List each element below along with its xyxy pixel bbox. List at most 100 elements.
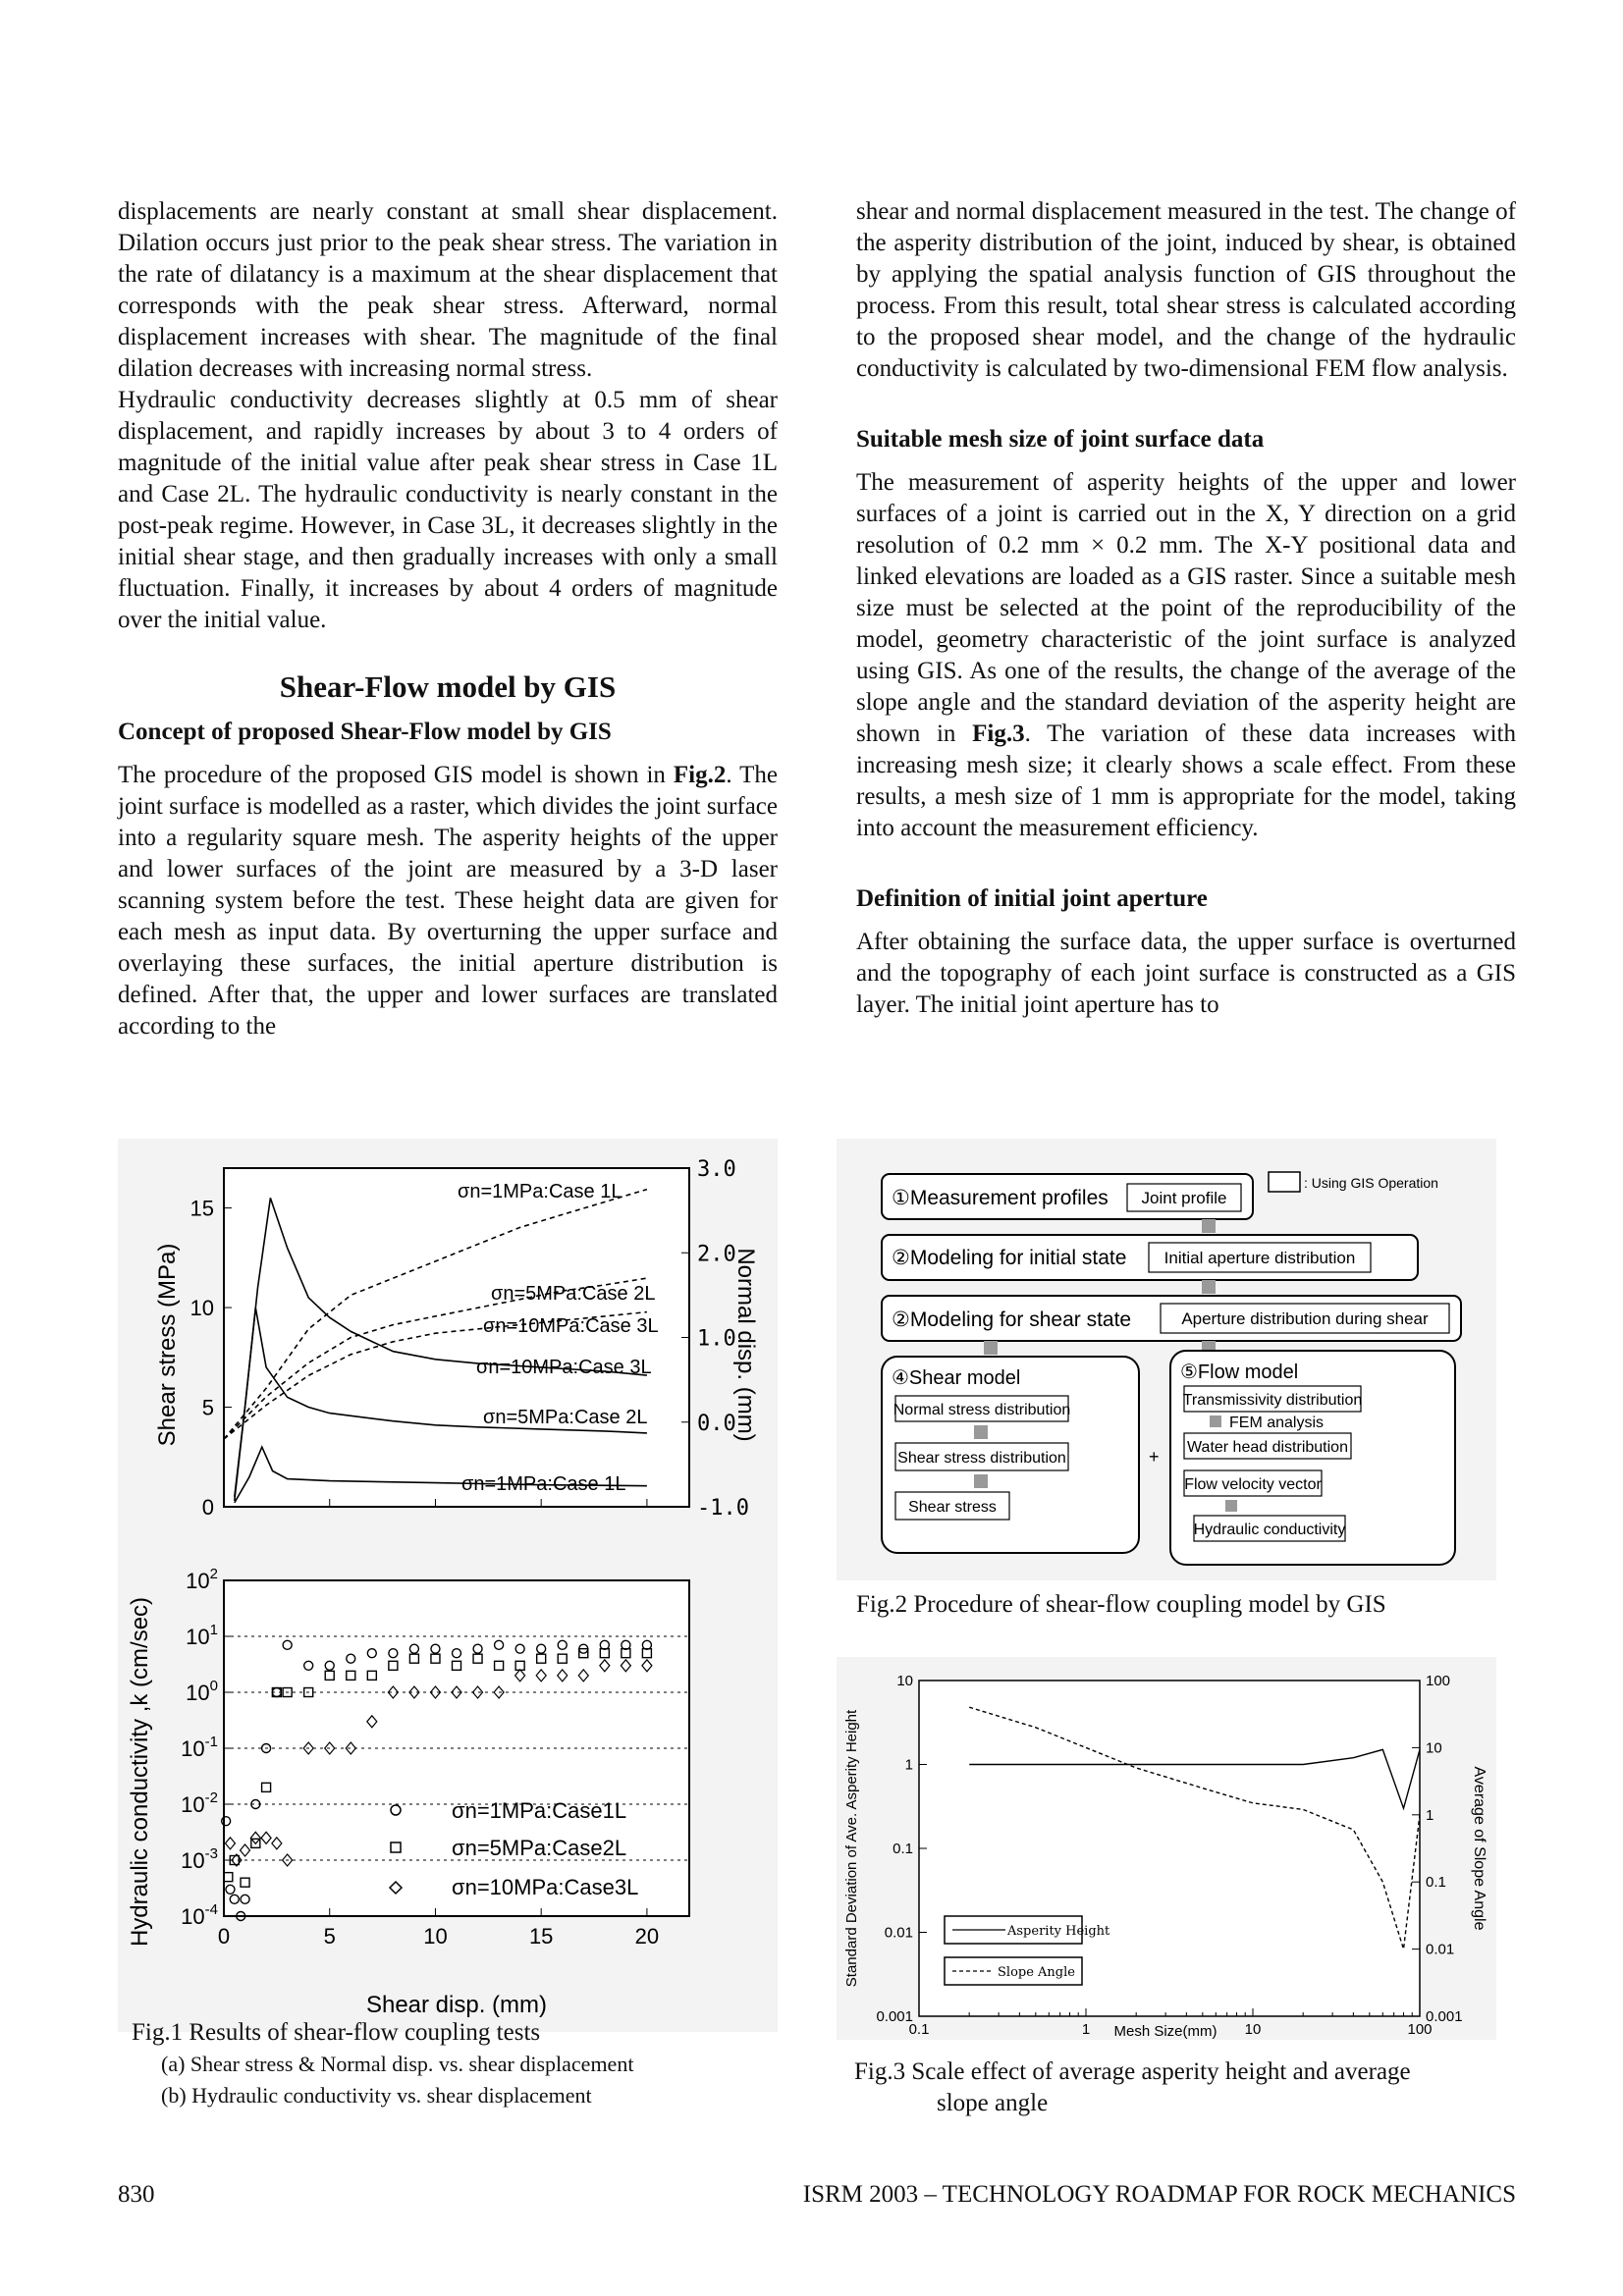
figure-1-caption: Fig.1 Results of shear-flow coupling tes…	[132, 2019, 541, 2046]
x-tick-label: 10	[1245, 2021, 1262, 2038]
data-point-square	[621, 1647, 631, 1659]
data-point-circle	[229, 1894, 240, 1905]
y-tick-label: 0.001	[876, 2008, 913, 2025]
y-tick-label: 10-2	[181, 1789, 218, 1817]
flow-model-title: ⑤Flow model	[1180, 1362, 1298, 1383]
plus-sign: +	[1149, 1447, 1160, 1467]
legend-label: σn=1MPa:Case1L	[452, 1798, 626, 1823]
data-point-diamond	[493, 1685, 505, 1699]
series-line	[223, 1188, 648, 1440]
legend-box	[1268, 1171, 1301, 1193]
legend-label: σn=5MPa:Case2L	[452, 1836, 626, 1860]
x-tick-label: 1	[1082, 2021, 1090, 2038]
figure-1-subcaption-b: (b) Hydraulic conductivity vs. shear dis…	[161, 2083, 592, 2108]
y2-tick-label: 0.01	[1426, 1942, 1454, 1958]
y2-tick-label: 1	[1426, 1807, 1434, 1824]
data-point-circle	[225, 1884, 236, 1896]
curve-label: σn=5MPa:Case 2L	[483, 1407, 647, 1428]
y2-axis-label: Average of Slope Angle	[1471, 1767, 1488, 1931]
data-point-circle	[493, 1639, 505, 1651]
series-line	[234, 1445, 647, 1504]
x-tick-label: 100	[1407, 2021, 1432, 2038]
arrow-down	[984, 1341, 998, 1355]
flow-item-box	[1183, 1385, 1362, 1413]
data-point-square	[451, 1660, 462, 1672]
data-point-diamond	[514, 1668, 526, 1682]
arrow-down	[974, 1474, 988, 1488]
data-point-circle	[240, 1894, 250, 1905]
subsection-title: Suitable mesh size of joint surface data	[856, 426, 1265, 453]
y-tick-label: 0.01	[885, 1925, 913, 1942]
shear-item-box	[894, 1395, 1069, 1422]
shear-model-title: ④Shear model	[892, 1367, 1020, 1389]
data-point-diamond	[577, 1668, 590, 1682]
y-tick-label: 10-1	[181, 1734, 218, 1761]
shear-item: Normal stress distribution	[893, 1402, 1071, 1418]
curve-label: σn=1MPa:Case 1L	[461, 1473, 625, 1495]
data-point-diamond	[281, 1853, 294, 1867]
y-tick-label: 0.1	[893, 1841, 913, 1857]
x-tick-label: 15	[529, 1924, 553, 1949]
data-point-square	[250, 1838, 261, 1849]
figure-reference: Fig.2	[673, 762, 727, 788]
arrow-down	[1210, 1415, 1221, 1427]
data-point-diamond	[429, 1685, 442, 1699]
y2-tick-label: 0.001	[1426, 2008, 1463, 2025]
arrow-down	[974, 1425, 988, 1439]
series-line	[223, 1310, 647, 1440]
data-point-circle	[388, 1647, 399, 1659]
page-number: 830	[118, 2181, 155, 2208]
data-point-diamond	[302, 1741, 314, 1755]
y2-tick-label: 0.0	[697, 1412, 736, 1436]
curve-label: σn=10MPa:Case 3L	[483, 1315, 659, 1337]
x-tick-label: 10	[423, 1924, 447, 1949]
y-tick-label: 0	[202, 1495, 214, 1520]
step-2-gis-box	[1148, 1242, 1372, 1273]
running-footer: ISRM 2003 – TECHNOLOGY ROADMAP FOR ROCK …	[802, 2181, 1516, 2208]
data-point-diamond	[249, 1831, 262, 1845]
y2-tick-label: 0.1	[1426, 1874, 1446, 1891]
paragraph: Hydraulic conductivity decreases slightl…	[118, 387, 778, 633]
y2-tick-label: 1.0	[697, 1327, 736, 1352]
step-2-gis-label: Initial aperture distribution	[1164, 1249, 1356, 1267]
data-point-square	[324, 1670, 335, 1682]
y-tick-label: 10	[190, 1296, 214, 1320]
data-point-circle	[535, 1643, 547, 1654]
figure-2-caption: Fig.2 Procedure of shear-flow coupling m…	[856, 1591, 1386, 1618]
data-point-diamond	[323, 1741, 336, 1755]
data-point-diamond	[535, 1668, 547, 1682]
shear-item-box	[894, 1491, 1010, 1521]
data-point-circle	[472, 1643, 483, 1654]
data-point-square	[535, 1653, 547, 1664]
curve-label: σn=1MPa:Case 1L	[458, 1181, 622, 1202]
flow-item: Water head distribution	[1187, 1439, 1348, 1456]
y-axis-label-b: Hydraulic conductivity ,k (cm/sec)	[127, 1597, 153, 1947]
data-point-circle	[346, 1653, 356, 1664]
shear-item: Shear stress	[908, 1499, 997, 1516]
y-tick-label: 5	[202, 1396, 214, 1420]
legend-label: Slope Angle	[998, 1965, 1075, 1980]
paragraph: After obtaining the surface data, the up…	[856, 929, 1516, 1018]
curve-label: σn=10MPa:Case 3L	[476, 1357, 652, 1378]
subsection-title: Concept of proposed Shear-Flow model by …	[118, 719, 612, 745]
data-point-square	[408, 1653, 420, 1664]
step-3-label: ②Modeling for shear state	[892, 1308, 1131, 1331]
paragraph-text: . The joint surface is modelled as a ras…	[118, 762, 778, 1040]
series-line	[234, 1198, 647, 1497]
data-point-square	[641, 1647, 653, 1659]
y2-tick-label: 3.0	[697, 1157, 736, 1182]
data-point-circle	[451, 1647, 462, 1659]
data-point-diamond	[271, 1836, 283, 1850]
data-point-diamond	[556, 1668, 568, 1682]
data-point-diamond	[345, 1741, 357, 1755]
paragraph: shear and normal displacement measured i…	[856, 198, 1516, 382]
shear-item-box	[894, 1442, 1069, 1471]
data-point-circle	[260, 1742, 272, 1754]
legend-marker-diamond	[388, 1880, 404, 1896]
flow-item-box	[1183, 1432, 1352, 1460]
data-point-circle	[236, 1910, 246, 1922]
x-tick-label: 5	[324, 1924, 336, 1949]
data-point-diamond	[239, 1843, 251, 1857]
data-point-square	[557, 1653, 568, 1664]
data-point-square	[493, 1660, 505, 1672]
